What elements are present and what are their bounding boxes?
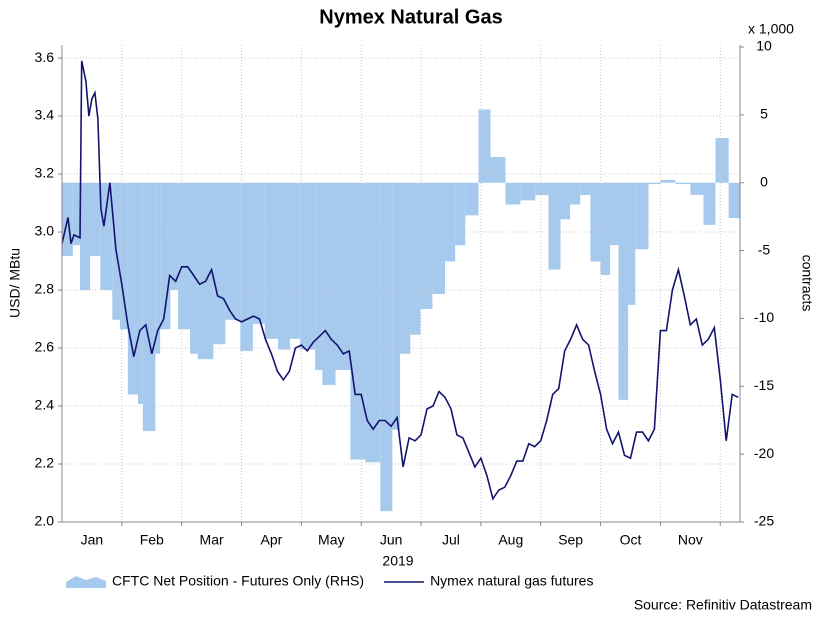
area-step: [455, 182, 466, 246]
area-step: [100, 182, 113, 290]
area-step: [170, 182, 179, 290]
y-tick-label: 3.0: [35, 223, 55, 239]
area-step: [264, 182, 279, 339]
area-step: [155, 182, 161, 354]
area-step: [432, 182, 445, 295]
area-step: [252, 182, 265, 324]
y2-tick-label: -25: [754, 513, 774, 529]
area-step: [72, 182, 80, 246]
x-tick-label: Jul: [442, 532, 460, 548]
area-step: [120, 182, 128, 330]
y2-tick-label: -20: [754, 445, 774, 461]
area-step: [400, 182, 411, 354]
x-tick-label: Mar: [200, 532, 224, 548]
x-axis-label: 2019: [382, 553, 413, 569]
y2-tick-label: 5: [760, 106, 768, 122]
area-step: [444, 182, 456, 262]
area-step: [420, 182, 433, 309]
area-step: [190, 182, 198, 354]
area-step: [505, 182, 521, 205]
y-tick-label: 2.0: [35, 513, 55, 529]
x-tick-label: Jan: [81, 532, 104, 548]
area-step: [660, 180, 676, 183]
y2-unit-label: x 1,000: [748, 21, 794, 37]
y2-tick-label: -15: [754, 377, 774, 393]
y2-tick-label: -5: [758, 241, 771, 257]
area-step: [335, 182, 351, 371]
area-step: [289, 182, 301, 339]
y-tick-label: 3.2: [35, 165, 55, 181]
area-step: [160, 182, 171, 330]
area-step: [240, 182, 253, 352]
y-tick-label: 2.2: [35, 455, 55, 471]
area-step: [675, 182, 691, 185]
area-step: [703, 182, 716, 225]
area-step: [520, 182, 536, 201]
area-step: [315, 182, 323, 371]
area-step: [628, 182, 636, 305]
legend-label: CFTC Net Position - Futures Only (RHS): [112, 573, 364, 589]
y2-tick-label: 10: [756, 38, 772, 54]
area-step: [715, 137, 729, 183]
area-step: [600, 182, 611, 276]
y2-tick-label: -10: [754, 309, 774, 325]
x-tick-label: May: [318, 532, 344, 548]
legend-swatch: [66, 576, 106, 588]
y2-tick-label: 0: [760, 173, 768, 189]
area-step: [365, 182, 381, 463]
y-tick-label: 3.4: [35, 107, 55, 123]
area-step: [610, 182, 619, 246]
area-step: [392, 182, 401, 430]
y-tick-label: 3.6: [35, 49, 55, 65]
area-step: [618, 182, 629, 400]
chart-title: Nymex Natural Gas: [319, 6, 502, 28]
area-step: [197, 182, 214, 360]
area-step: [137, 182, 143, 404]
y-tick-label: 2.8: [35, 281, 55, 297]
y-tick-label: 2.4: [35, 397, 55, 413]
area-step: [465, 182, 479, 216]
area-step: [278, 182, 290, 350]
area-step: [142, 182, 156, 432]
y2-axis-label: contracts: [799, 255, 815, 312]
area-step: [490, 156, 506, 183]
x-tick-label: Jun: [380, 532, 403, 548]
area-step: [690, 182, 704, 195]
area-step: [570, 182, 581, 205]
x-tick-label: Apr: [261, 532, 283, 548]
source-note: Source: Refinitiv Datastream: [634, 597, 812, 613]
x-tick-label: Nov: [678, 532, 703, 548]
area-step: [79, 182, 91, 290]
y-axis-label: USD/ MBtu: [7, 248, 23, 318]
line: [61, 60, 739, 501]
area-step: [213, 182, 226, 345]
area-step: [648, 182, 661, 185]
area-step: [178, 182, 191, 330]
legend-label: Nymex natural gas futures: [430, 573, 593, 589]
x-tick-label: Sep: [558, 532, 583, 548]
area-step: [380, 182, 393, 512]
area-step: [728, 182, 740, 219]
area-step: [300, 182, 316, 350]
x-tick-label: Aug: [498, 532, 523, 548]
area-step: [635, 182, 649, 250]
area-step: [590, 182, 601, 262]
area-step: [90, 182, 101, 257]
area-step: [478, 109, 491, 183]
area-step: [322, 182, 336, 385]
area-step: [127, 182, 138, 395]
area-step: [410, 182, 421, 335]
area-step: [548, 182, 561, 270]
y-tick-label: 2.6: [35, 339, 55, 355]
x-tick-label: Oct: [620, 532, 642, 548]
area-step: [225, 182, 241, 320]
area-step: [350, 182, 366, 460]
x-tick-label: Feb: [140, 532, 164, 548]
area-step: [560, 182, 571, 220]
area-step: [580, 182, 591, 195]
area-step: [535, 182, 549, 195]
